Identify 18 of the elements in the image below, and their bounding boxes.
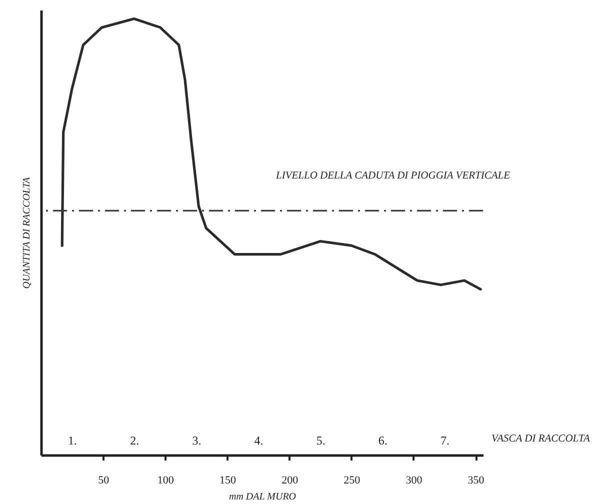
x-tick-label: 50 — [98, 474, 110, 486]
x2-tick-label: 5. — [316, 434, 326, 448]
x2-axis-title: VASCA DI RACCOLTA — [492, 434, 590, 444]
x-tick-label: 100 — [157, 474, 174, 486]
x-tick-label: 150 — [219, 474, 236, 486]
x2-tick-label: 1. — [68, 434, 78, 448]
x-tick-label: 200 — [282, 474, 299, 486]
x-tick-label: 250 — [344, 474, 361, 486]
y-axis-title: QUANTITA DI RACCOLTA — [22, 176, 32, 289]
x-tick-label: 300 — [406, 474, 423, 486]
x2-tick-label: 7. — [440, 434, 450, 448]
ref-line-label: LIVELLO DELLA CADUTA DI PIOGGIA VERTICALE — [275, 170, 511, 182]
x2-tick-label: 3. — [192, 434, 202, 448]
x-axis-title: mm DAL MURO — [228, 492, 296, 502]
x2-tick-label: 6. — [378, 434, 388, 448]
x2-tick-label: 4. — [254, 434, 264, 448]
x-tick-label: 350 — [468, 474, 485, 486]
x2-tick-label: 2. — [130, 434, 140, 448]
